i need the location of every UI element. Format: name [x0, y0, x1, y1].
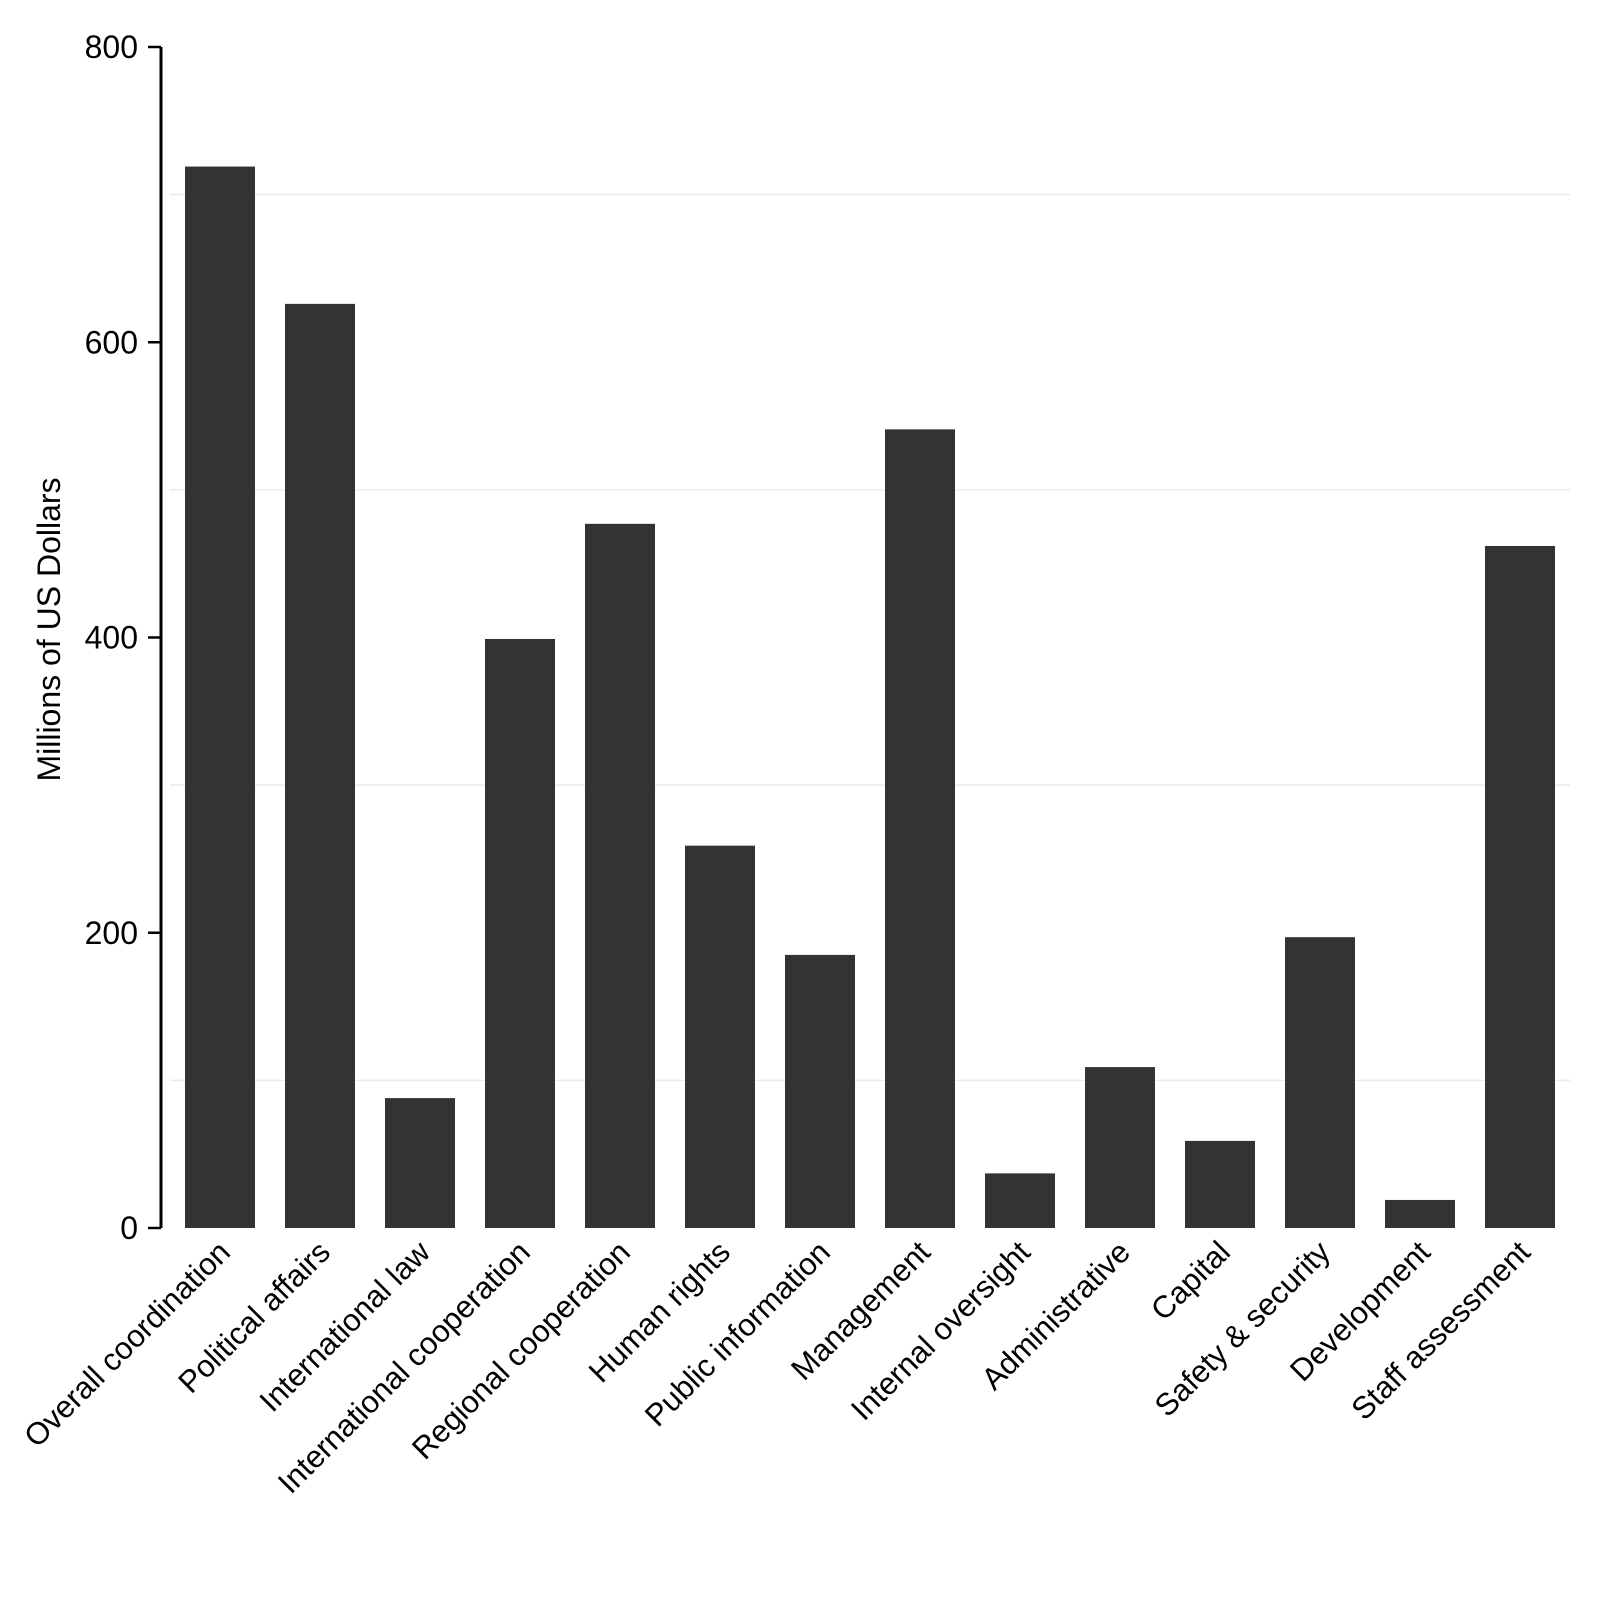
x-tick-label-international-law: International law: [253, 1234, 438, 1419]
x-tick-label-capital: Capital: [1144, 1234, 1237, 1327]
y-tick-label: 600: [85, 324, 138, 360]
bar-political-affairs: [285, 303, 355, 1228]
y-tick-label: 800: [85, 29, 138, 65]
bar-overall-coordination: [185, 166, 255, 1228]
y-tick-label: 0: [120, 1210, 138, 1246]
y-axis-title: Millions of US Dollars: [31, 477, 67, 781]
bar-capital: [1185, 1140, 1255, 1228]
bars: [185, 166, 1555, 1228]
bar-public-information: [785, 954, 855, 1228]
y-tick-label: 400: [85, 620, 138, 656]
bar-safety-and-security: [1285, 937, 1355, 1228]
bar-international-law: [385, 1098, 455, 1228]
y-tick-label: 200: [85, 915, 138, 951]
bar-international-cooperation: [485, 638, 555, 1228]
bar-regional-cooperation: [585, 523, 655, 1228]
bar-human-rights: [685, 845, 755, 1228]
bar-development: [1385, 1199, 1455, 1228]
x-tick-label-internal-oversight: Internal oversight: [844, 1234, 1037, 1427]
x-tick-label-public-information: Public information: [638, 1234, 837, 1433]
bar-management: [885, 429, 955, 1228]
gridlines: [170, 193, 1570, 1082]
y-ticks: 0 200 400 600 800: [85, 29, 161, 1246]
x-tick-label-staff-assessment: Staff assessment: [1344, 1234, 1537, 1427]
bar-administrative: [1085, 1067, 1155, 1228]
bar-internal-oversight: [985, 1173, 1055, 1228]
x-tick-label-safety-and-security: Safety & security: [1148, 1234, 1338, 1424]
bar-staff-assessment: [1485, 545, 1555, 1228]
